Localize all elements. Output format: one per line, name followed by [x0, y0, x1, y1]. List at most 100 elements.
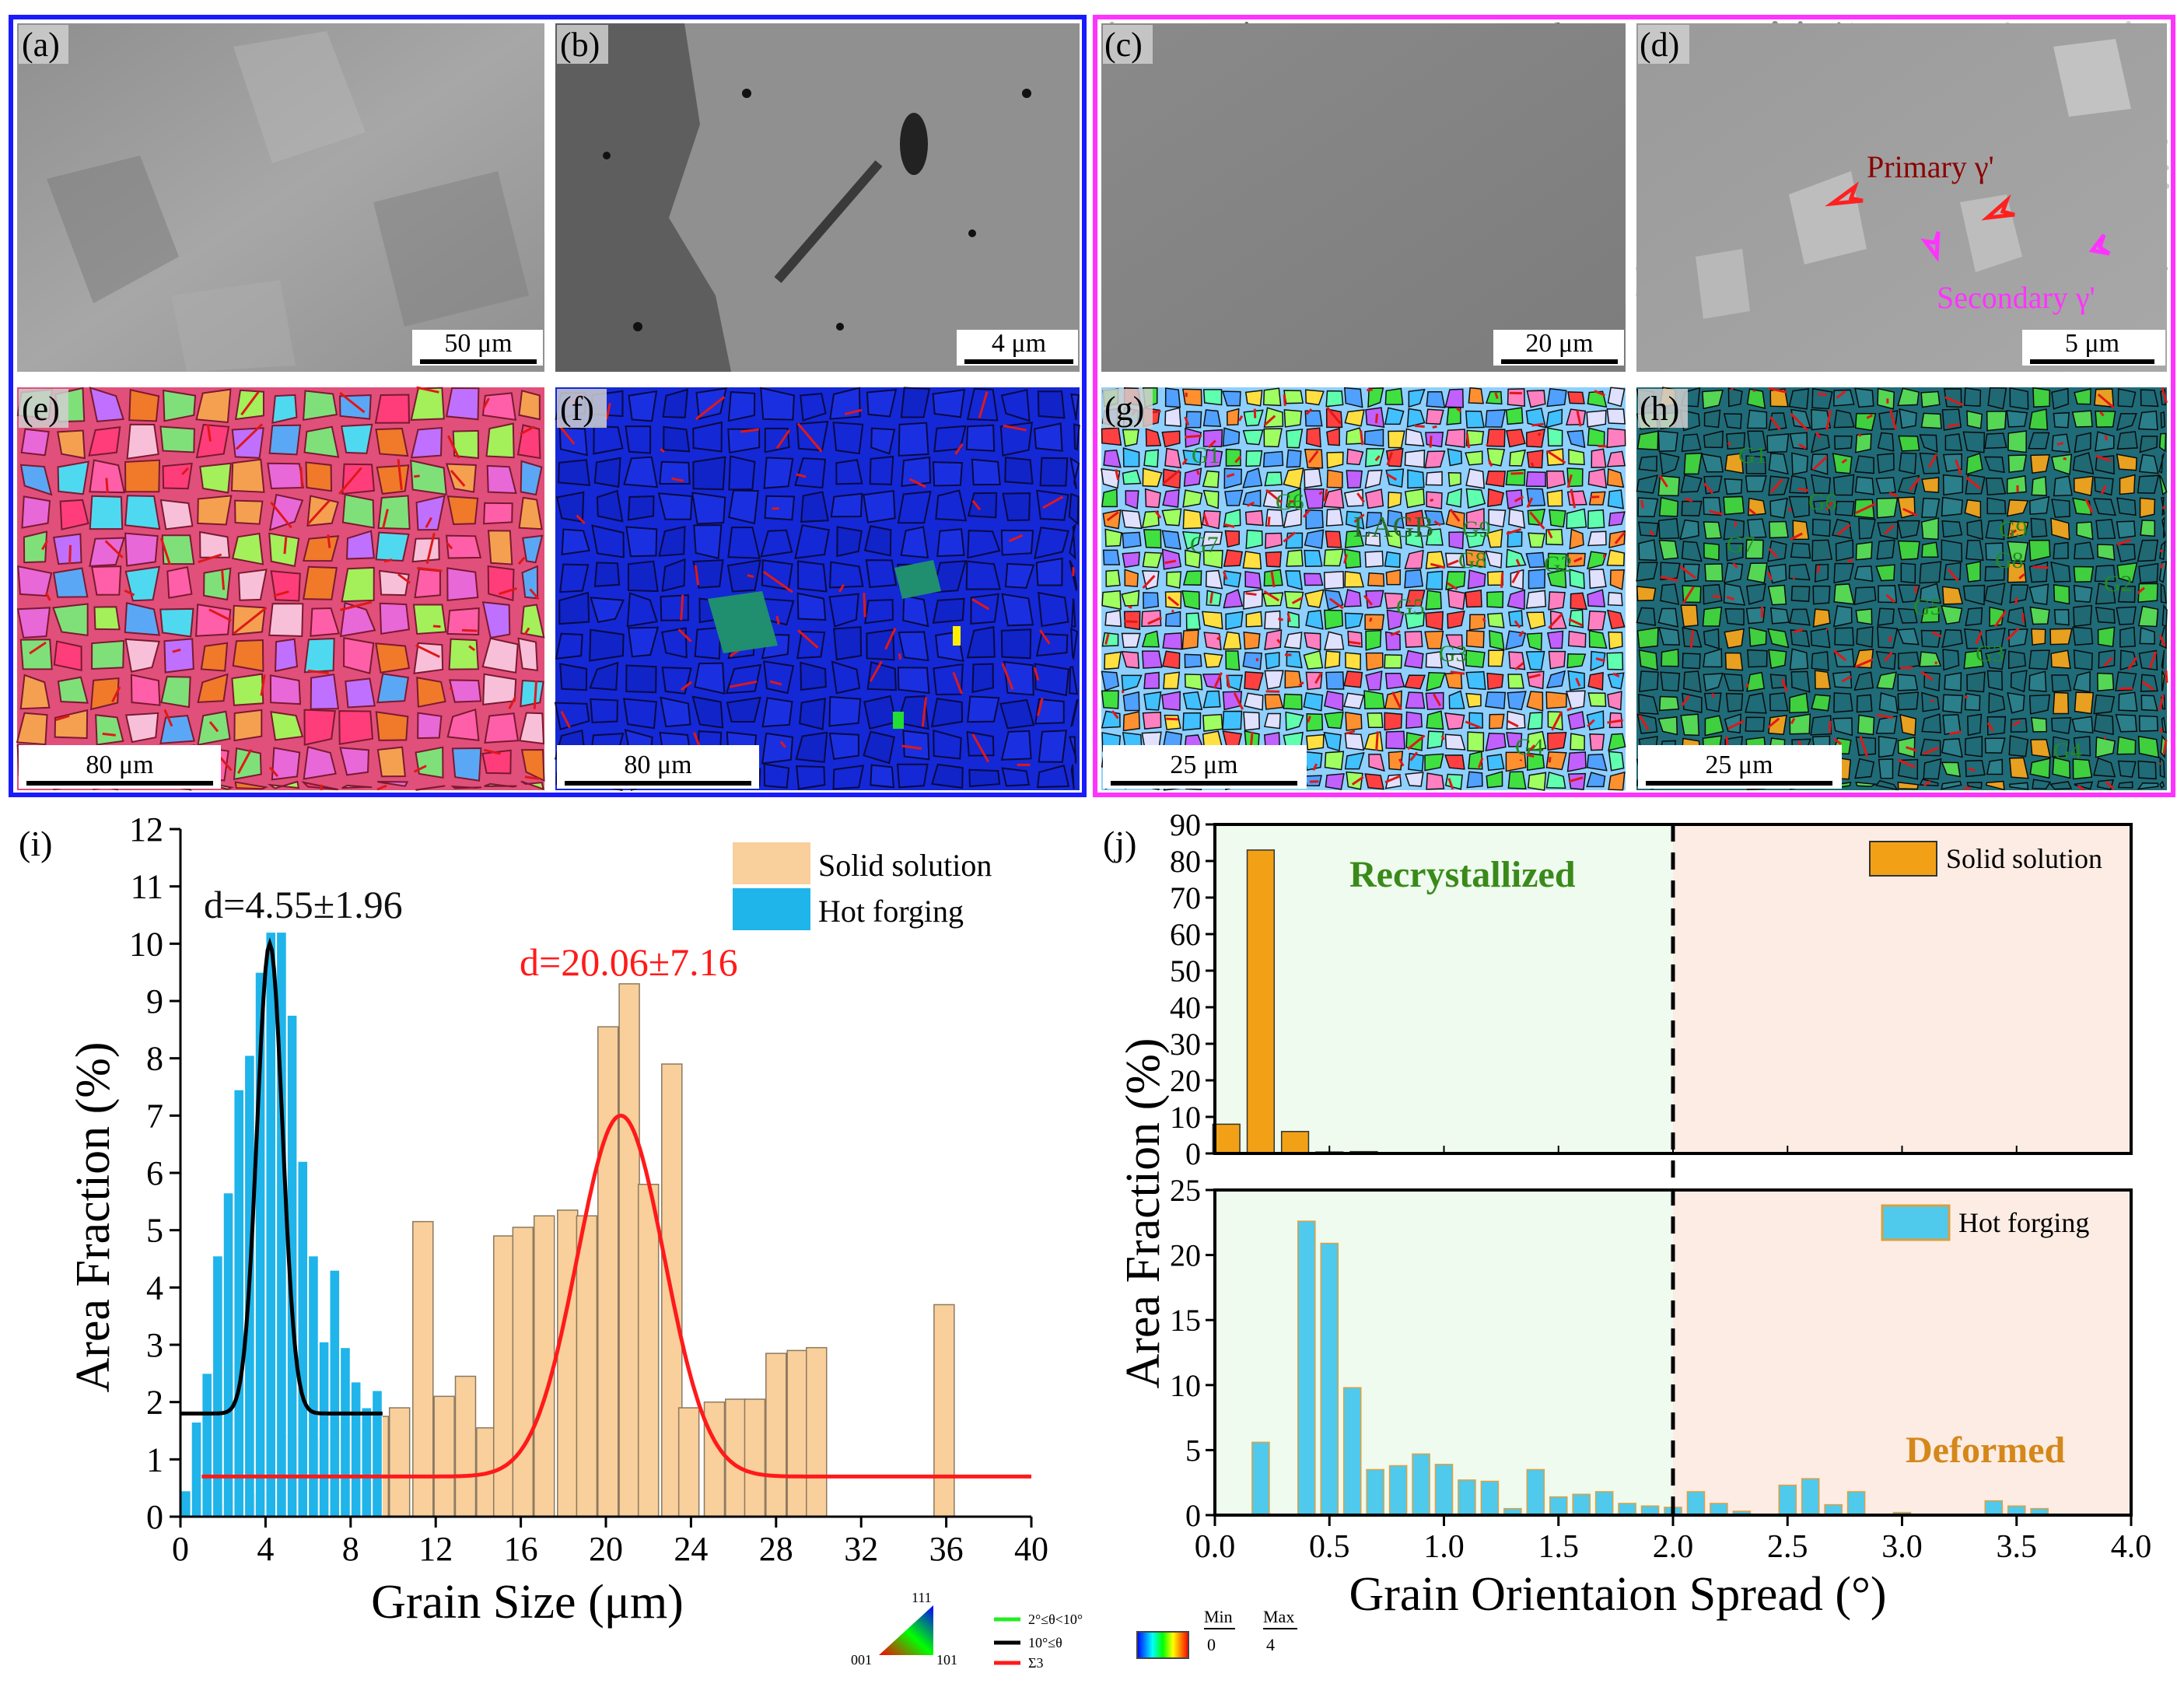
- secondary-arrow-icon: [1920, 231, 1941, 262]
- x-tick-label: 0.0: [1195, 1529, 1236, 1565]
- bar-hot-forging: [1984, 1500, 2004, 1516]
- recrystallized-region: [1215, 1190, 1673, 1515]
- bar-solid-solution: [637, 1183, 660, 1517]
- grain-label: G4: [2053, 738, 2082, 764]
- x-tick-label: 0: [172, 1530, 189, 1568]
- ipf-001: 001: [851, 1652, 872, 1668]
- bar-solid-solution: [388, 1407, 411, 1517]
- solid-fit-annotation: d=20.06±7.16: [520, 940, 738, 984]
- secondary-gamma-label: Secondary γ': [1937, 280, 2095, 315]
- bar-hot-forging: [350, 1381, 362, 1517]
- bar-hot-forging: [1342, 1387, 1362, 1516]
- panel-d-scalebar: 5 μm: [2065, 329, 2119, 358]
- panel-a-scalebar: 50 μm: [444, 329, 512, 358]
- bar-hot-forging: [222, 1192, 234, 1517]
- bar-solid-solution: [512, 1227, 534, 1517]
- y-tick-label: 2: [146, 1384, 163, 1422]
- deformed-region: [1673, 1190, 2131, 1515]
- y-tick-label: 25: [1170, 1173, 1201, 1208]
- bar-hot-forging: [1686, 1491, 1706, 1516]
- y-tick-label: 60: [1170, 917, 1201, 952]
- grain-label: G7: [1190, 532, 1219, 558]
- panel-f: (f) 80 μm: [554, 387, 1080, 792]
- grain-label: G4: [1515, 734, 1544, 760]
- grain-label: G3: [1976, 641, 2004, 667]
- panel-e-scalebar: 80 μm: [86, 751, 153, 779]
- bar-hot-forging: [340, 1347, 351, 1517]
- legend-solid-swatch: [733, 842, 810, 884]
- panel-b: (b) 4 μm: [555, 23, 1080, 372]
- y-tick-label: 10: [1170, 1100, 1201, 1135]
- panel-b-label: (b): [560, 26, 600, 64]
- bar-solid-solution: [933, 1304, 955, 1517]
- y-tick-label: 11: [131, 868, 163, 906]
- panel-f-label: (f): [560, 390, 594, 428]
- min-label: Min: [1204, 1607, 1233, 1626]
- legend-hot-swatch: [733, 888, 810, 930]
- grain-label: G2: [1544, 551, 1573, 577]
- deformed-region: [1673, 824, 2131, 1153]
- y-tick-label: 0: [146, 1498, 163, 1536]
- x-tick-label: 1.0: [1423, 1529, 1465, 1565]
- grain-label: G8: [1458, 548, 1487, 573]
- grain-label: G1: [1192, 443, 1220, 468]
- primary-arrow-icon: [1825, 181, 1864, 207]
- panel-e-label: (e): [22, 390, 60, 428]
- primary-gamma-label: Primary γ': [1867, 149, 1994, 184]
- x-tick-label: 16: [504, 1530, 538, 1568]
- x-tick-label: 2.0: [1653, 1529, 1694, 1565]
- fit-curve-hot_fit: [180, 937, 383, 1416]
- bar-hot-forging: [1846, 1491, 1866, 1516]
- x-tick-label: 4.0: [2111, 1529, 2152, 1565]
- grain-label: G3: [1439, 641, 1468, 667]
- bar-solid-solution: [618, 983, 640, 1517]
- min-value: 0: [1207, 1635, 1216, 1654]
- x-tick-label: 20: [589, 1530, 623, 1568]
- bar-hot-forging: [1297, 1220, 1316, 1516]
- panel-d-label: (d): [1640, 26, 1679, 64]
- primary-arrow-icon: [1981, 194, 2015, 221]
- bar-solid-solution: [703, 1401, 726, 1517]
- ipf-triangle-icon: [879, 1605, 933, 1655]
- x-tick-label: 36: [929, 1530, 964, 1568]
- x-tick-label: 3.5: [1997, 1529, 2038, 1565]
- x-tick-label: 32: [844, 1530, 878, 1568]
- bar-solid-solution: [765, 1353, 787, 1517]
- panel-c: (c) 20 μm: [1101, 23, 1626, 372]
- twin-text: Σ3: [1028, 1655, 1043, 1671]
- deformed-label: Deformed: [1906, 1430, 2066, 1471]
- bar-hot-forging: [180, 1490, 191, 1517]
- panel-g-scalebar: 25 μm: [1170, 751, 1237, 779]
- lagb-text: 2°≤θ<10°: [1028, 1612, 1083, 1627]
- bar-solid-solution: [412, 1220, 434, 1517]
- y-axis-label: Area Fraction (%): [1117, 1038, 1170, 1388]
- fit-curve-solid_fit: [201, 1113, 1031, 1479]
- y-tick-label: 0: [1185, 1136, 1201, 1171]
- recrystallized-label: Recrystallized: [1349, 854, 1576, 895]
- bar-hot-forging: [1618, 1503, 1636, 1516]
- y-tick-label: 9: [146, 982, 163, 1020]
- bar-hot-forging: [1801, 1478, 1820, 1516]
- x-tick-label: 3.0: [1881, 1529, 1923, 1565]
- y-axis-label: Area Fraction (%): [67, 1041, 120, 1392]
- bar-solid-solution: [597, 1026, 619, 1517]
- blue-frame: [9, 15, 1087, 797]
- x-tick-label: 28: [759, 1530, 793, 1568]
- x-tick-label: 1.5: [1538, 1529, 1580, 1565]
- grain-label: G5: [1396, 594, 1425, 620]
- ipf-111: 111: [912, 1590, 932, 1605]
- y-tick-label: 80: [1170, 844, 1201, 879]
- bar-hot-forging: [1480, 1480, 1500, 1516]
- grain-label: G7: [1727, 532, 1755, 558]
- bar-hot-forging: [1320, 1242, 1339, 1516]
- bar-hot-forging: [1594, 1491, 1614, 1516]
- bar-hot-forging: [201, 1373, 212, 1517]
- bar-solid-solution: [1280, 1131, 1310, 1154]
- panel-e: (e) 80 μm: [16, 386, 545, 791]
- panel-g-label: (g): [1104, 390, 1144, 428]
- bar-hot-forging: [318, 1341, 330, 1517]
- bar-solid-solution: [433, 1395, 455, 1517]
- bar-solid-solution: [786, 1349, 808, 1517]
